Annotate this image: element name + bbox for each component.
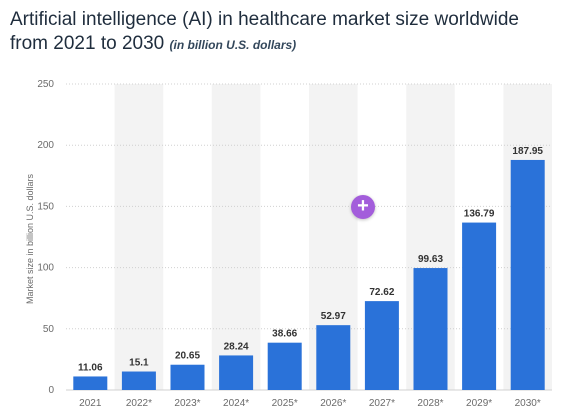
data-label: 52.97 — [321, 311, 346, 322]
add-plus-button[interactable]: + — [351, 195, 375, 219]
chart-subtitle: (in billion U.S. dollars) — [169, 38, 297, 52]
x-tick-label: 2029* — [466, 398, 492, 409]
data-label: 136.79 — [464, 209, 495, 220]
x-tick-label: 2025* — [272, 398, 298, 409]
data-label: 20.65 — [175, 351, 200, 362]
bar — [267, 342, 302, 390]
data-label: 99.63 — [418, 254, 443, 265]
bar — [219, 355, 254, 390]
x-tick-label: 2023* — [174, 398, 200, 409]
x-tick-label: 2024* — [223, 398, 249, 409]
y-tick-label: 0 — [48, 385, 54, 396]
x-tick-label: 2026* — [320, 398, 346, 409]
x-tick-label: 2030* — [515, 398, 541, 409]
data-label: 38.66 — [272, 329, 297, 340]
y-tick-label: 100 — [37, 263, 54, 274]
y-tick-label: 50 — [43, 324, 55, 335]
column-band — [211, 84, 261, 390]
data-label: 11.06 — [78, 362, 103, 373]
column-band — [114, 84, 164, 390]
bar — [413, 268, 448, 390]
bar — [462, 222, 497, 390]
bar — [364, 301, 399, 390]
bar — [121, 371, 156, 390]
chart-title: Artificial intelligence (AI) in healthca… — [10, 9, 519, 54]
chart-title-block: Artificial intelligence (AI) in healthca… — [10, 8, 562, 57]
y-tick-label: 250 — [37, 79, 54, 90]
y-axis-label: Market size in billion U.S. dollars — [25, 173, 35, 304]
data-label: 187.95 — [512, 146, 543, 157]
data-label: 15.1 — [129, 358, 149, 369]
bar — [170, 364, 205, 390]
x-tick-label: 2022* — [126, 398, 152, 409]
x-tick-label: 2027* — [369, 398, 395, 409]
x-tick-label: 2021 — [79, 398, 102, 409]
data-label: 28.24 — [224, 341, 249, 352]
data-label: 72.62 — [369, 287, 394, 298]
plus-icon: + — [357, 195, 369, 217]
bar — [510, 159, 545, 390]
bar — [73, 376, 108, 390]
x-tick-label: 2028* — [417, 398, 443, 409]
y-tick-label: 150 — [37, 201, 54, 212]
y-tick-label: 200 — [37, 140, 54, 151]
bar — [316, 325, 351, 390]
